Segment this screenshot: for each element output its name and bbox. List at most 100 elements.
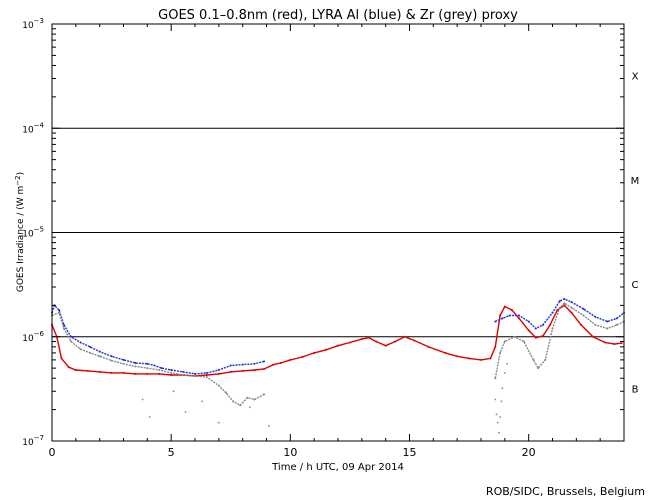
y-tick-label: 10−4 — [22, 121, 44, 135]
data-point-lyra_al — [508, 314, 511, 317]
data-point-lyra_zr — [263, 393, 266, 396]
data-point-lyra_zr — [563, 302, 566, 305]
x-axis: 0 5 10 15 20 — [49, 24, 625, 459]
data-point-goes — [403, 335, 406, 338]
data-point-lyra_al — [518, 314, 521, 317]
threshold-lines — [52, 127, 624, 338]
data-point-goes — [542, 334, 544, 337]
y-axis-label-main: GOES Irradiance / (W m — [16, 186, 26, 292]
data-point-goes — [301, 356, 304, 358]
data-point-goes — [427, 345, 430, 348]
data-point-goes — [360, 338, 363, 341]
data-point-goes — [534, 336, 537, 339]
data-point-goes — [456, 355, 459, 358]
data-point-lyra_al — [563, 298, 566, 300]
data-point-goes — [86, 369, 89, 372]
data-point-lyra_zr — [544, 358, 547, 361]
data-point-lyra_zr — [205, 376, 208, 379]
data-point-lyra_zr — [594, 323, 597, 326]
data-point-lyra_al — [606, 320, 609, 323]
data-point-lyra_zr — [232, 400, 235, 403]
scatter-dot — [499, 416, 501, 418]
data-point-lyra_al — [582, 307, 585, 310]
data-point-lyra_zr — [522, 340, 525, 343]
data-point-lyra_zr — [582, 314, 585, 317]
x-axis-label: Time / h UTC, 09 Apr 2014 — [271, 462, 404, 473]
data-point-goes — [263, 368, 266, 370]
data-point-goes — [289, 358, 292, 361]
data-point-lyra_al — [89, 345, 92, 348]
data-point-lyra_zr — [98, 355, 101, 358]
data-point-lyra_zr — [253, 398, 256, 401]
data-point-lyra_zr — [537, 367, 540, 370]
data-point-lyra_zr — [513, 335, 516, 338]
data-point-lyra_zr — [225, 391, 227, 394]
data-point-lyra_al — [527, 320, 530, 323]
data-point-lyra_zr — [58, 311, 61, 314]
data-point-lyra_al — [70, 335, 73, 338]
data-point-goes — [67, 366, 70, 369]
data-point-goes — [580, 323, 583, 326]
data-point-lyra_al — [194, 372, 196, 375]
data-point-lyra_al — [217, 369, 220, 371]
series-lyra_al — [51, 298, 625, 375]
series-lyra_zr — [51, 302, 625, 407]
series-line-lyra_al — [495, 298, 625, 330]
data-point-lyra_al — [134, 362, 137, 364]
data-point-goes — [556, 309, 559, 312]
data-point-goes — [253, 369, 256, 371]
data-point-lyra_al — [122, 358, 125, 361]
scatter-dot — [217, 421, 220, 424]
y-axis: 10−7 10−6 10−5 10−4 10−3 — [22, 17, 624, 448]
scatter-dot — [506, 362, 509, 365]
scatter-dot — [498, 431, 500, 434]
scatter-dot — [503, 372, 506, 374]
data-point-lyra_al — [253, 362, 256, 365]
data-point-lyra_al — [263, 360, 266, 363]
data-point-goes — [368, 336, 370, 339]
data-point-lyra_al — [615, 317, 618, 320]
credit-text: ROB/SIDC, Brussels, Belgium — [486, 485, 645, 498]
data-point-goes — [592, 335, 594, 338]
scatter-dot — [268, 424, 270, 427]
scatter-dot — [141, 398, 144, 401]
y-axis-label-sup: −2 — [14, 175, 22, 185]
data-point-lyra_zr — [110, 359, 113, 362]
y-axis-label: GOES Irradiance / (W m−2) — [14, 172, 26, 292]
y-tick-label: 10−3 — [22, 17, 44, 31]
data-point-lyra_zr — [182, 374, 185, 376]
data-point-goes — [98, 370, 101, 373]
x-tick-label: 10 — [283, 446, 297, 459]
data-point-goes — [217, 372, 220, 375]
data-point-goes — [325, 348, 328, 351]
series-line-lyra_al — [51, 304, 265, 375]
scatter-dot — [495, 413, 498, 416]
data-point-goes — [229, 370, 232, 373]
data-point-lyra_al — [241, 363, 244, 366]
data-point-lyra_zr — [79, 348, 82, 351]
data-point-goes — [146, 372, 149, 375]
data-point-goes — [313, 351, 316, 354]
scatter-dot — [248, 406, 251, 409]
data-point-goes — [394, 340, 397, 343]
data-point-goes — [241, 369, 244, 372]
data-point-goes — [272, 363, 275, 366]
data-point-goes — [468, 357, 471, 360]
data-point-goes — [170, 374, 173, 376]
data-point-goes — [570, 311, 573, 314]
data-point-goes — [74, 369, 77, 371]
data-point-lyra_zr — [615, 323, 618, 326]
data-point-goes — [527, 329, 530, 332]
series-line-goes — [51, 304, 622, 377]
scatter-dot — [172, 390, 175, 393]
flare-class-labels: X M C B — [631, 72, 640, 396]
data-point-goes — [279, 362, 282, 364]
data-point-lyra_zr — [122, 362, 125, 365]
y-tick-label: 10−5 — [22, 226, 44, 240]
data-point-lyra_al — [551, 311, 554, 314]
data-point-lyra_al — [110, 355, 113, 358]
data-point-goes — [494, 345, 497, 348]
data-point-lyra_al — [182, 370, 185, 373]
data-point-lyra_zr — [217, 384, 220, 387]
